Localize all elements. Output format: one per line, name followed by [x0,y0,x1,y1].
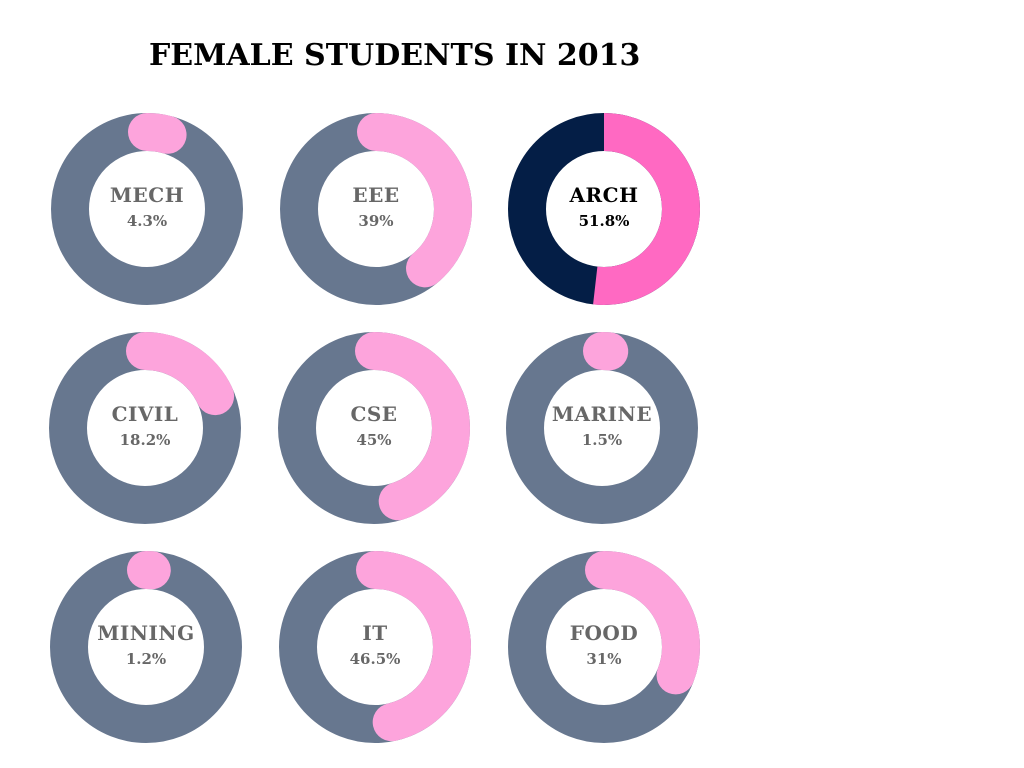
donut-arch: ARCH 51.8% [506,111,702,307]
donut-value-arc [278,332,470,524]
donut-ring [280,113,472,305]
donut-ring [508,551,700,743]
donut-track [506,332,698,524]
donut-marine: MARINE 1.5% [504,330,700,526]
donut-value-arc [508,113,700,305]
donut-category-label: CIVIL [111,402,179,426]
donut-ring [49,332,241,524]
donut-category-label: IT [362,621,388,645]
donut-value-label: 45% [356,431,392,449]
donut-category-label: EEE [352,183,400,207]
donut-value-label: 18.2% [119,431,171,449]
donut-mining: MINING 1.2% [48,549,244,745]
donut-category-label: ARCH [569,183,639,207]
donut-track [50,551,242,743]
donut-category-label: MARINE [551,402,653,426]
donut-ring [51,113,243,305]
donut-cse: CSE 45% [276,330,472,526]
donut-value-arc [50,551,242,743]
donut-value-label: 46.5% [349,650,401,668]
donut-value-label: 1.5% [581,431,623,449]
donut-food: FOOD 31% [506,549,702,745]
donut-track [51,113,243,305]
donut-value-arc [51,113,243,305]
donut-value-label: 51.8% [578,212,630,230]
chart-title: FEMALE STUDENTS IN 2013 [149,38,641,73]
donut-category-label: CSE [350,402,398,426]
donut-civil: CIVIL 18.2% [47,330,243,526]
donut-it: IT 46.5% [277,549,473,745]
donut-value-arc [49,332,241,524]
donut-value-arc [508,551,700,743]
donut-value-label: 39% [358,212,394,230]
donut-value-arc [279,551,471,743]
donut-value-label: 31% [586,650,622,668]
donut-ring [508,113,700,305]
donut-value-label: 1.2% [125,650,167,668]
donut-value-arc [280,113,472,305]
donut-category-label: MECH [109,183,185,207]
donut-category-label: FOOD [569,621,639,645]
donut-ring [278,332,470,524]
donut-value-arc [506,332,698,524]
donut-ring [506,332,698,524]
donut-value-label: 4.3% [126,212,168,230]
donut-eee: EEE 39% [278,111,474,307]
donut-mech: MECH 4.3% [49,111,245,307]
donut-ring [50,551,242,743]
donut-category-label: MINING [97,621,195,645]
donut-ring [279,551,471,743]
